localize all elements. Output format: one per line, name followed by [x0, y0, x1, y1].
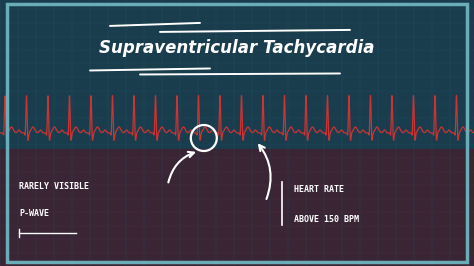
Bar: [0, 0, 474, 149]
Text: Supraventricular Tachycardia: Supraventricular Tachycardia: [99, 39, 375, 57]
Text: P-WAVE: P-WAVE: [19, 209, 49, 218]
Text: HEART RATE: HEART RATE: [294, 185, 344, 194]
Bar: [0, 149, 474, 266]
Text: ABOVE 150 BPM: ABOVE 150 BPM: [294, 215, 359, 224]
Text: RARELY VISIBLE: RARELY VISIBLE: [19, 182, 89, 191]
